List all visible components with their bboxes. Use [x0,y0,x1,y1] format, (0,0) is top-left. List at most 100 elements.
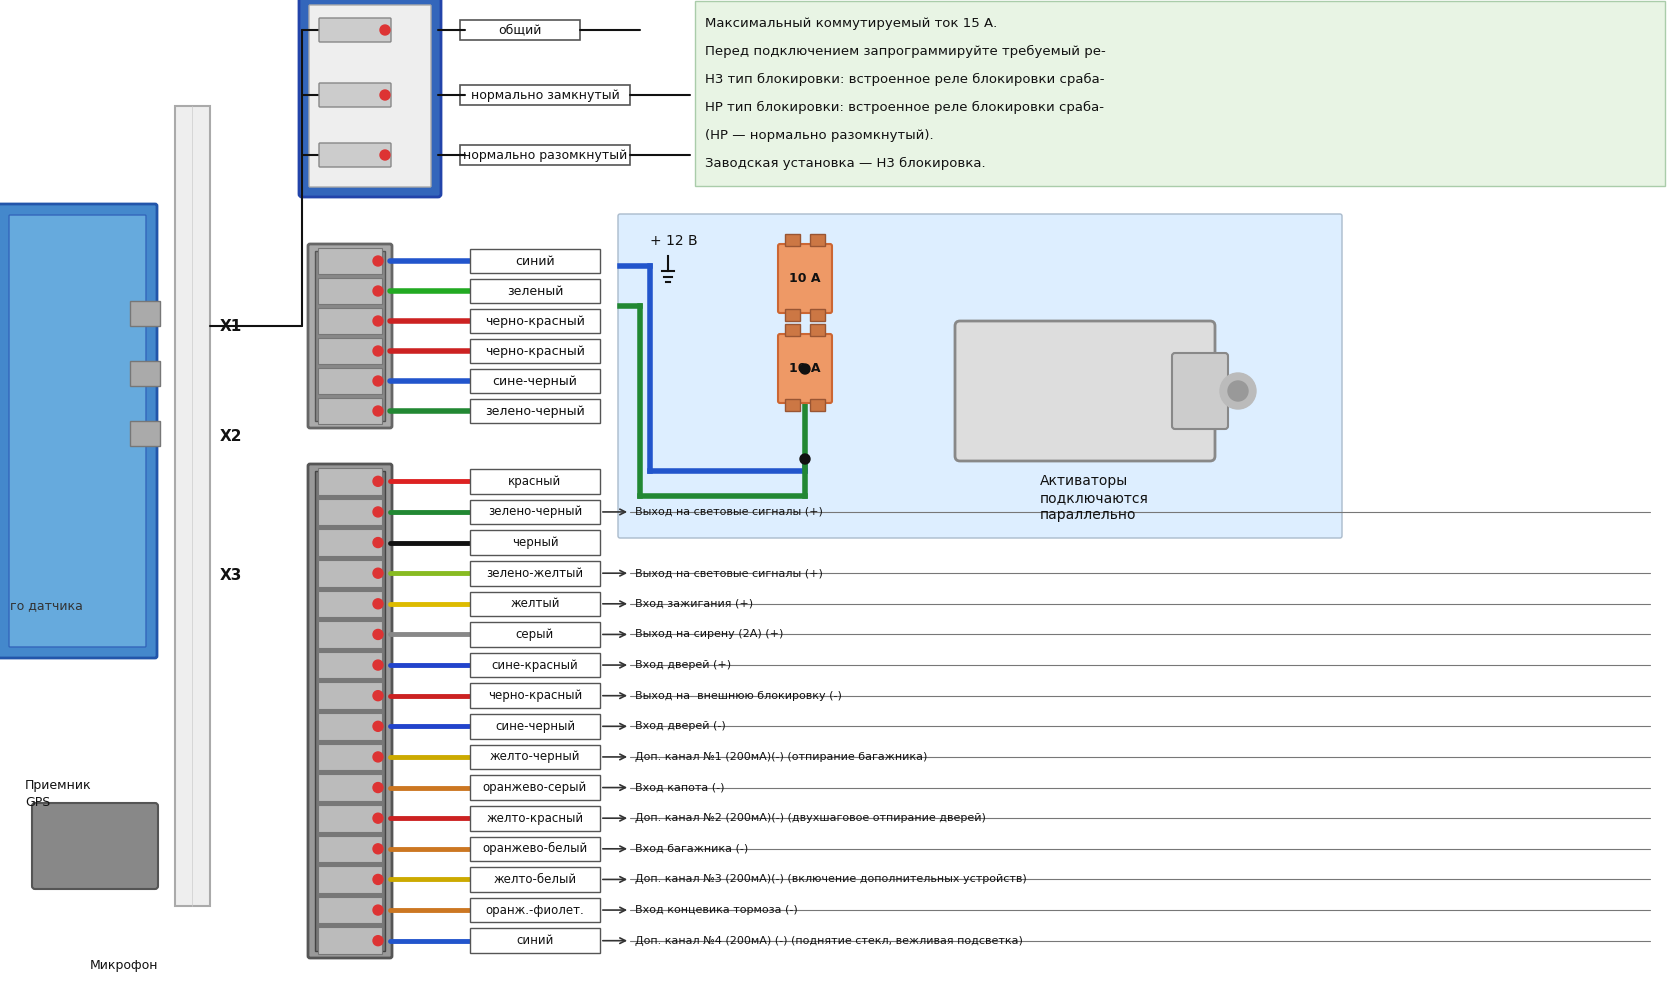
Bar [470,500,600,524]
Bar [318,682,381,709]
Text: Максимальный коммутируемый ток 15 А.: Максимальный коммутируемый ток 15 А. [704,16,996,29]
Bar [470,530,600,555]
Bar [460,85,630,105]
Circle shape [373,630,383,640]
Bar [470,714,600,738]
Bar [318,468,381,495]
Text: Активаторы: Активаторы [1040,474,1127,488]
Bar [470,867,600,891]
FancyBboxPatch shape [8,215,146,647]
Text: Н3 тип блокировки: встроенное реле блокировки сраба-: Н3 тип блокировки: встроенное реле блоки… [704,72,1104,86]
Text: Вход капота (-): Вход капота (-) [635,783,724,793]
Bar [318,896,381,924]
Text: X3: X3 [220,568,242,583]
Text: GPS: GPS [25,796,50,809]
Text: сине-черный: сине-черный [492,374,578,387]
FancyBboxPatch shape [307,244,391,428]
Circle shape [373,936,383,946]
Bar [810,399,825,411]
Circle shape [373,507,383,517]
Bar [318,836,381,862]
FancyBboxPatch shape [319,83,391,107]
Text: Заводская установка — Н3 блокировка.: Заводская установка — Н3 блокировка. [704,157,984,170]
Bar [785,324,800,336]
Circle shape [800,454,810,464]
Text: черно-красный: черно-красный [487,689,581,702]
Text: сине-красный: сине-красный [491,659,578,672]
FancyBboxPatch shape [954,321,1215,461]
Bar [318,338,381,364]
Bar [318,713,381,739]
Bar [318,652,381,678]
Circle shape [1220,373,1255,409]
Text: сине-черный: сине-черный [494,720,575,732]
Text: параллельно: параллельно [1040,508,1136,522]
Circle shape [373,844,383,854]
Text: общий: общий [497,23,541,36]
Bar [810,324,825,336]
Bar [470,469,600,494]
Text: подключаются: подключаются [1040,491,1147,505]
Circle shape [380,90,390,100]
Text: Вход концевика тормоза (-): Вход концевика тормоза (-) [635,905,798,915]
Bar [318,805,381,832]
FancyBboxPatch shape [1171,353,1228,429]
Bar [318,621,381,648]
FancyBboxPatch shape [778,334,832,403]
Bar [314,471,385,951]
Bar [460,145,630,165]
Circle shape [373,376,383,386]
Bar [470,897,600,923]
Bar [470,399,600,423]
Bar [318,560,381,586]
FancyBboxPatch shape [778,244,832,313]
Bar [785,399,800,411]
Bar [318,368,381,394]
Text: синий: синий [514,255,554,268]
Circle shape [800,364,810,374]
Bar [694,1,1663,186]
Text: зеленый: зеленый [506,285,563,298]
Bar [785,309,800,321]
Text: Доп. канал №2 (200мА)(-) (двухшаговое отпирание дверей): Доп. канал №2 (200мА)(-) (двухшаговое от… [635,813,984,823]
Text: Доп. канал №1 (200мА)(-) (отпирание багажника): Доп. канал №1 (200мА)(-) (отпирание бага… [635,751,927,762]
FancyBboxPatch shape [618,214,1341,538]
Bar [470,249,600,273]
Circle shape [373,691,383,701]
Text: зелено-желтый: зелено-желтый [486,566,583,579]
Text: Вход дверей (-): Вход дверей (-) [635,721,726,731]
Bar [470,776,600,800]
Text: Выход на световые сигналы (+): Выход на световые сигналы (+) [635,507,823,517]
Text: нормально замкнутый: нормально замкнутый [470,89,618,102]
Bar [318,308,381,334]
Text: Выход на  внешнюю блокировку (-): Выход на внешнюю блокировку (-) [635,691,842,701]
Text: Выход на сирену (2А) (+): Выход на сирену (2А) (+) [635,630,783,640]
Text: желто-белый: желто-белый [494,873,576,886]
Text: НР тип блокировки: встроенное реле блокировки сраба-: НР тип блокировки: встроенное реле блоки… [704,101,1104,114]
Bar [318,278,381,304]
Text: Микрофон: Микрофон [91,960,158,973]
FancyBboxPatch shape [319,143,391,167]
Text: Выход на световые сигналы (+): Выход на световые сигналы (+) [635,568,823,578]
FancyBboxPatch shape [32,803,158,889]
FancyBboxPatch shape [299,0,440,197]
Text: Доп. канал №4 (200мА) (-) (поднятие стекл, вежливая подсветка): Доп. канал №4 (200мА) (-) (поднятие стек… [635,936,1021,946]
Bar [318,591,381,617]
Bar [318,775,381,801]
Text: Вход дверей (+): Вход дверей (+) [635,660,731,670]
Circle shape [380,25,390,35]
Text: + 12 В: + 12 В [650,234,697,248]
Circle shape [373,476,383,486]
Bar [470,653,600,677]
FancyBboxPatch shape [309,5,430,187]
FancyBboxPatch shape [307,464,391,958]
Circle shape [373,568,383,578]
Bar [318,743,381,771]
Bar [460,20,580,40]
Bar [318,248,381,274]
Bar [175,106,210,906]
Text: черно-красный: черно-красный [486,315,585,328]
Circle shape [373,783,383,793]
Text: X2: X2 [220,429,242,444]
Text: Доп. канал №3 (200мА)(-) (включение дополнительных устройств): Доп. канал №3 (200мА)(-) (включение допо… [635,874,1026,884]
